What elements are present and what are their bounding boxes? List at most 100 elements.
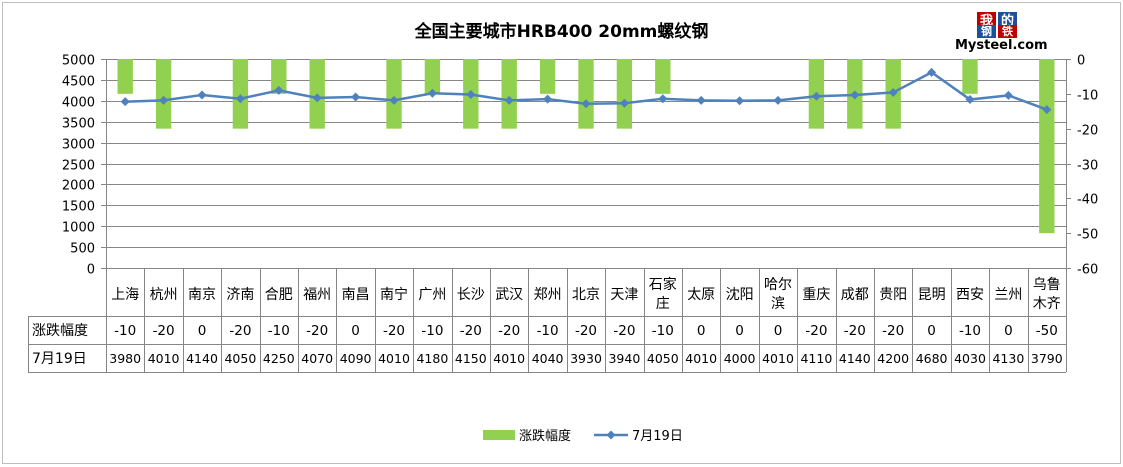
line-marker [581,99,591,109]
bar [232,59,249,129]
table-cell-price: 4180 [416,351,448,366]
table-cell-change: 0 [198,323,207,339]
right-axis-tick-label: -40 [1077,193,1098,208]
line-marker [1003,90,1013,100]
right-axis-tick-label: -10 [1077,89,1098,104]
category-label: 成都 [841,287,869,303]
line-marker [543,94,553,104]
table-cell-change: -20 [498,323,520,339]
category-label: 重庆 [802,287,830,303]
bar [616,59,633,129]
line-marker [235,94,245,104]
left-axis-tick-label: 2000 [62,179,95,194]
logo-char-3: 钢 [977,25,996,38]
line-marker [965,95,975,105]
table-cell-change: -10 [421,323,443,339]
table-cell-price: 4010 [685,351,717,366]
table-cell-change: -20 [229,323,251,339]
right-axis-tick-label: -20 [1077,124,1098,139]
table-cell-change: -20 [882,323,904,339]
table-cell-price: 3980 [109,351,141,366]
line-marker [1042,105,1052,115]
left-axis-tick-label: 4500 [62,75,95,90]
table-cell-price: 4110 [800,351,832,366]
table-cell-change: -20 [844,323,866,339]
table-cell-change: 0 [697,323,706,339]
category-label: 南京 [188,287,216,303]
category-label: 天津 [610,287,638,303]
category-label: 昆明 [918,287,946,303]
table-cell-change: -10 [268,323,290,339]
legend-marker [606,430,616,440]
line-marker [850,90,860,100]
table-cell-change: -50 [1036,323,1058,339]
chart-title: 全国主要城市HRB400 20mm螺纹钢 [414,22,709,42]
table-cell-price: 4010 [378,351,410,366]
bar [962,59,978,94]
category-label: 沈阳 [726,287,754,303]
left-axis-tick-label: 3000 [62,138,95,153]
category-label: 郑州 [534,287,562,303]
line-marker [773,95,783,105]
table-cell-price: 4050 [224,351,256,366]
left-axis-tick-label: 500 [70,242,95,257]
table-cell-change: -20 [613,323,635,339]
table-cell-price: 4050 [647,351,679,366]
bar [539,59,556,94]
category-label: 上海 [111,287,139,303]
table-row-label: 7月19日 [32,351,87,367]
table-cell-price: 3930 [570,351,602,366]
bar [155,59,172,129]
table-cell-change: 0 [927,323,936,339]
line-marker [811,91,821,101]
mysteel-logo: 我 的 钢 铁 Mysteel.com [955,12,1055,56]
right-axis-tick-label: -50 [1077,228,1098,243]
table-cell-price: 4250 [263,351,295,366]
line-marker [466,90,476,100]
table-cell-price: 4130 [992,351,1024,366]
left-axis-tick-label: 0 [87,263,95,278]
table-cell-change: -10 [114,323,136,339]
line-marker [389,95,399,105]
left-axis-tick-label: 4000 [62,96,95,111]
line-marker [159,95,169,105]
bar [424,59,441,94]
category-label: 福州 [303,287,331,303]
table-cell-price: 4010 [493,351,525,366]
category-label: 南昌 [342,287,370,303]
logo-text: Mysteel.com [955,38,1048,53]
table-cell-price: 4000 [724,351,756,366]
line-marker [197,90,207,100]
category-label: 兰州 [994,287,1022,303]
table-cell-change: 0 [351,323,360,339]
right-axis-tick-label: -30 [1077,159,1098,174]
category-label: 太原 [687,287,715,303]
line-marker [735,96,745,106]
table-cell-change: -10 [959,323,981,339]
left-axis-tick-label: 2500 [62,159,95,174]
table-cell-price: 4150 [455,351,487,366]
table-cell-change: -20 [153,323,175,339]
bar [655,59,671,94]
line-marker [351,92,361,102]
table-cell-change: -20 [383,323,405,339]
line-marker [658,94,668,104]
category-label: 济南 [226,287,254,303]
table-cell-price: 4680 [916,351,948,366]
line-marker [504,95,514,105]
line-marker [274,85,284,95]
bar [386,59,402,129]
legend-label: 涨跌幅度 [519,428,571,444]
left-axis-tick-label: 1000 [62,221,95,236]
table-cell-change: -10 [537,323,559,339]
table-cell-change: -20 [805,323,827,339]
right-axis-tick-label: -60 [1077,263,1098,278]
bar [1039,59,1055,234]
table-cell-price: 4040 [532,351,564,366]
table-cell-price: 4010 [148,351,180,366]
table-cell-change: 0 [1004,323,1013,339]
table-cell-change: -20 [460,323,482,339]
category-label: 南宁 [380,286,408,303]
line-marker [619,98,629,108]
